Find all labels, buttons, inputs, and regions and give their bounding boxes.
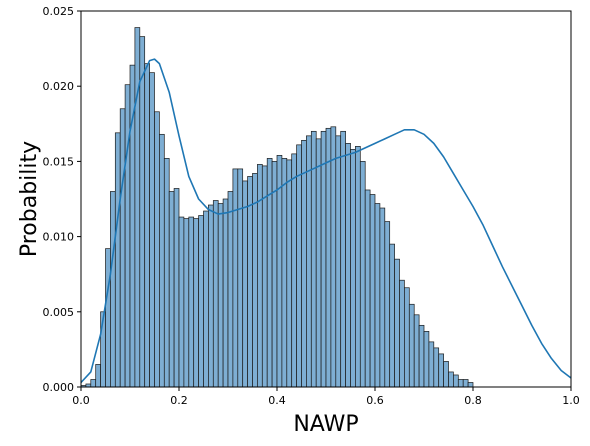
histogram-bar: [355, 146, 361, 388]
histogram-bar: [462, 379, 469, 388]
histogram-bar: [281, 158, 288, 388]
histogram-bar: [291, 153, 297, 388]
x-tick-label: 0.8: [464, 394, 482, 407]
histogram-bar: [453, 374, 459, 388]
histogram-bar: [423, 331, 430, 388]
histogram-bar: [217, 203, 224, 388]
histogram-bar: [369, 194, 376, 388]
histogram-bar: [252, 173, 258, 388]
histogram-bar: [345, 143, 351, 388]
histogram-bar: [237, 168, 244, 388]
x-axis-ticks: 0.0 0.2 0.4 0.6 0.8 1.0: [72, 387, 580, 407]
histogram-bar: [364, 189, 371, 388]
histogram-bar: [247, 176, 253, 388]
histogram-bar: [139, 36, 146, 388]
histogram-bar: [374, 203, 381, 388]
histogram-bar: [154, 111, 160, 388]
histogram-bar: [379, 207, 386, 388]
kde-curve: [80, 58, 572, 384]
histogram-bar: [296, 144, 302, 388]
histogram-bar: [394, 258, 400, 388]
histogram-bar: [306, 135, 312, 388]
x-tick-label: 0.6: [366, 394, 384, 407]
histogram-bar: [340, 130, 346, 388]
histogram-bar: [438, 353, 444, 388]
histogram-bar: [173, 188, 180, 388]
y-tick-label: 0.015: [43, 155, 75, 168]
histogram-bar: [413, 314, 420, 388]
y-axis-ticks: 0.000 0.005 0.010 0.015 0.020 0.025: [43, 5, 81, 394]
histogram-bar: [330, 126, 337, 388]
histogram-bar: [90, 379, 97, 388]
histogram-bar: [149, 72, 155, 388]
x-tick-label: 1.0: [562, 394, 580, 407]
histogram-bar: [193, 218, 199, 388]
histogram-bar: [163, 158, 170, 388]
histogram-bar: [320, 130, 327, 388]
histogram-bar: [208, 204, 214, 388]
histogram-bar: [178, 216, 185, 388]
x-tick-label: 0.2: [170, 394, 188, 407]
histogram-bar: [286, 159, 293, 388]
histogram-bar: [350, 149, 356, 388]
histogram-bar: [203, 210, 209, 388]
x-tick-label: 0.0: [72, 394, 90, 407]
histogram-bar: [124, 84, 131, 388]
histogram-bar: [335, 135, 342, 388]
histogram-bar: [389, 243, 395, 388]
histogram-bar: [95, 364, 101, 388]
histogram-bar: [232, 168, 239, 388]
histogram-bar: [359, 161, 366, 388]
histogram-bar: [183, 218, 190, 388]
histogram-bar: [242, 180, 248, 388]
histogram-bar: [114, 132, 121, 388]
y-tick-label: 0.000: [43, 381, 75, 394]
histogram-bar: [144, 63, 150, 388]
histogram-bar: [433, 347, 440, 388]
histogram-bar: [315, 138, 322, 388]
y-tick-label: 0.005: [43, 306, 75, 319]
y-tick-label: 0.025: [43, 5, 75, 18]
histogram-bar: [384, 221, 391, 388]
histogram-bar: [119, 108, 126, 388]
histogram-bar: [443, 361, 449, 388]
histogram-bar: [168, 191, 175, 388]
y-axis-label: Probability: [17, 141, 42, 257]
histogram-bar: [105, 248, 111, 388]
x-tick-label: 0.4: [268, 394, 286, 407]
histogram-bar: [448, 371, 454, 388]
histogram-bar: [404, 287, 410, 388]
y-tick-label: 0.010: [43, 231, 75, 244]
histogram-bar: [408, 303, 415, 388]
histogram-bar: [271, 161, 278, 388]
histogram-bar: [457, 379, 464, 388]
plot-frame: [80, 10, 572, 388]
x-axis-label: NAWP: [293, 412, 358, 437]
histogram-bar: [257, 164, 263, 388]
histogram-bar: [467, 382, 474, 388]
histogram-bar: [159, 133, 165, 388]
histogram-bar: [227, 191, 234, 388]
histogram-bar: [198, 215, 204, 388]
histogram-bar: [301, 139, 307, 388]
histogram-bar: [325, 127, 332, 388]
y-tick-label: 0.020: [43, 80, 75, 93]
histogram-bar: [222, 198, 229, 388]
histogram-bar: [418, 324, 425, 388]
histogram-bar: [428, 341, 435, 388]
histogram-bar: [188, 216, 195, 388]
histogram-bar: [212, 200, 219, 388]
histogram-bars: [80, 27, 474, 388]
histogram-bar: [399, 279, 405, 388]
histogram-bar: [110, 191, 116, 388]
